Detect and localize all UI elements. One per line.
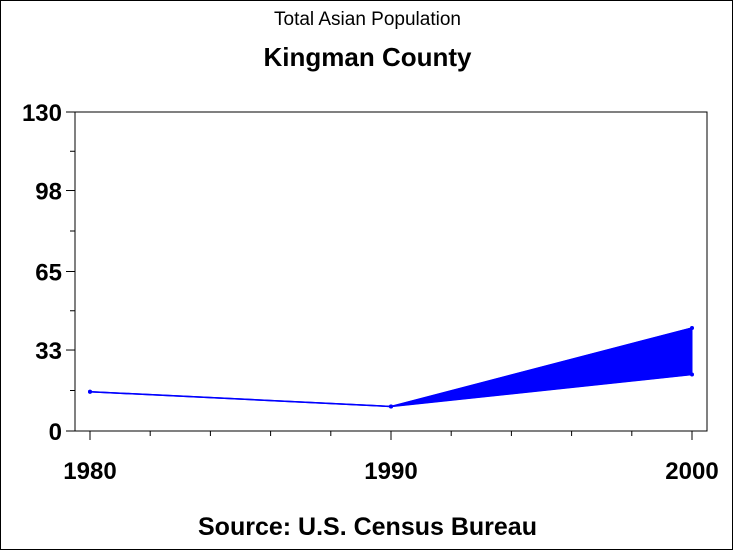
x-tick-label: 1980 bbox=[63, 458, 116, 485]
y-tick-label: 98 bbox=[35, 179, 62, 206]
chart-title: Kingman County bbox=[263, 42, 472, 72]
chart-footnote: Source: U.S. Census Bureau bbox=[198, 513, 537, 541]
y-tick-label: 33 bbox=[35, 338, 62, 365]
data-point bbox=[690, 372, 694, 377]
x-tick-label: 2000 bbox=[665, 458, 718, 485]
data-point bbox=[389, 404, 393, 409]
y-tick-label: 130 bbox=[22, 100, 62, 127]
y-tick-label: 65 bbox=[35, 260, 62, 287]
chart-subtitle: Total Asian Population bbox=[274, 9, 461, 30]
y-tick-label: 0 bbox=[49, 419, 62, 446]
x-axis: 1980 1990 2000 bbox=[63, 431, 719, 485]
y-axis: 0 33 65 98 130 bbox=[22, 100, 75, 446]
x-tick-label: 1990 bbox=[364, 458, 417, 485]
data-point bbox=[88, 389, 92, 394]
data-marks bbox=[88, 325, 694, 409]
data-point bbox=[690, 325, 694, 330]
